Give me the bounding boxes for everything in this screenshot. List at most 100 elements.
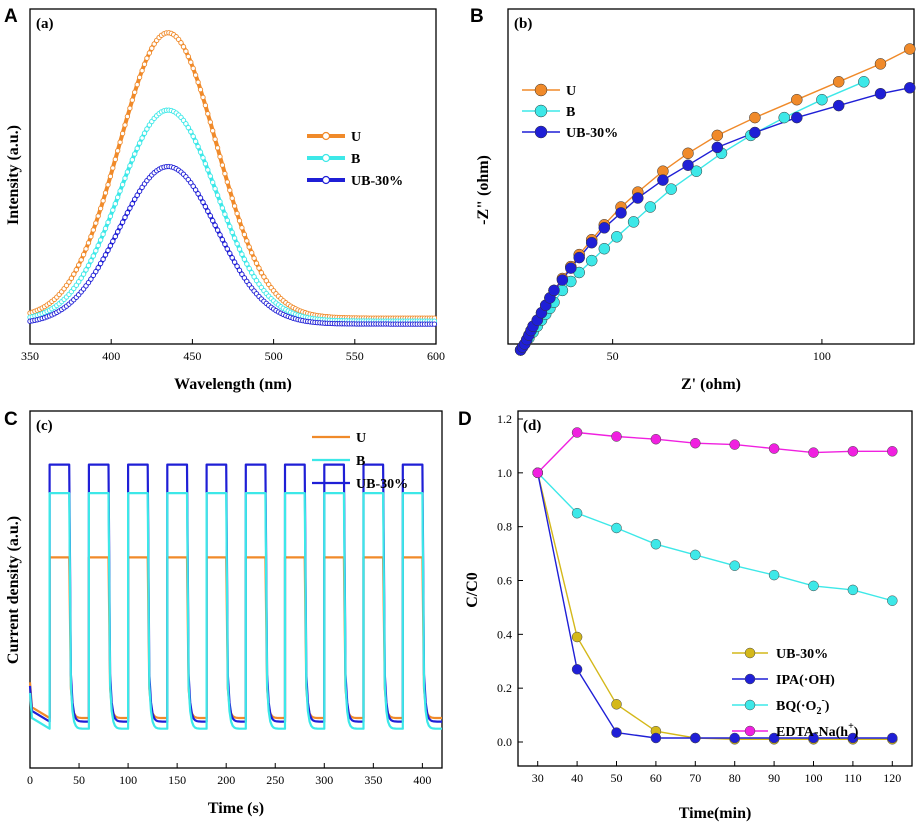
panel-a-series-u-point bbox=[244, 238, 250, 244]
panel-a-series-b-point bbox=[249, 270, 255, 276]
panel-d-series-edta-na-h-point bbox=[650, 433, 662, 445]
panel-a-series-b-point bbox=[253, 277, 260, 284]
panel-a-series-b-point bbox=[229, 229, 235, 236]
panel-a-series-b-point bbox=[88, 258, 94, 264]
panel-a-series-b-point bbox=[192, 138, 199, 145]
panel-a-series-ub-30-point bbox=[110, 238, 116, 244]
panel-a-series-u-point bbox=[217, 153, 223, 160]
panel-a-series-u-point bbox=[90, 227, 96, 233]
panel-b-series-b-point bbox=[611, 231, 623, 243]
panel-a-series-ub-30-point bbox=[431, 321, 438, 327]
panel-b-series-ub-30-point bbox=[711, 141, 724, 154]
panel-b-series-ub-30-point bbox=[615, 207, 627, 219]
panel-c-x-tick-label: 350 bbox=[364, 773, 382, 787]
panel-a-series-u-point bbox=[73, 267, 79, 273]
panel-d-series-edta-na-h-point bbox=[847, 446, 859, 457]
panel-a-series-u-point bbox=[212, 136, 218, 142]
panel-a-series-u-point bbox=[151, 41, 157, 47]
panel-a-series-b-point bbox=[112, 201, 118, 207]
panel-a-series-u-point bbox=[78, 257, 84, 263]
panel-b-series-ub-30-point bbox=[632, 192, 644, 204]
panel-d-series-ub-30-point bbox=[611, 699, 622, 710]
panel-a-series-b-point bbox=[212, 186, 218, 192]
panel-d-letter: D bbox=[458, 409, 472, 430]
panel-a-series-u-point bbox=[202, 102, 209, 109]
panel-d-series-edta-na-h-point bbox=[768, 443, 780, 454]
panel-a-series-b-point bbox=[210, 179, 216, 186]
panel-a-series-u-point bbox=[183, 48, 189, 54]
panel-a-series-u-point bbox=[200, 94, 206, 101]
panel-b-letter: B bbox=[470, 6, 484, 27]
panel-b-series-b-point bbox=[598, 242, 611, 255]
panel-a-series-ub-30-point bbox=[231, 259, 238, 265]
panel-d-series-ipa-oh-point bbox=[808, 732, 819, 744]
panel-a-series-b-point bbox=[124, 169, 131, 175]
panel-b-x-tick-label: 50 bbox=[607, 349, 619, 363]
panel-d-series-bq-o2-point bbox=[571, 507, 583, 519]
panel-b-u-legend-marker bbox=[534, 83, 548, 97]
panel-a-series-b-point bbox=[117, 188, 123, 194]
panel-a-series-u-point bbox=[239, 225, 245, 231]
panel-d-series-ipa-oh-point bbox=[729, 732, 740, 744]
panel-d-y-tick-label: 0.8 bbox=[497, 520, 512, 534]
panel-a-series-b-point bbox=[132, 151, 138, 157]
panel-d-x-tick-label: 70 bbox=[689, 771, 701, 785]
panel-b-series-ub-30-point bbox=[682, 159, 694, 171]
panel-d-series-edta-na-h-point bbox=[611, 431, 622, 442]
panel-a-series-u-point bbox=[149, 45, 155, 51]
panel-a-series-b-point bbox=[95, 242, 101, 249]
panel-d-ipa-oh-legend-label: IPA(·OH) bbox=[776, 673, 835, 688]
panel-d-x-tick-label: 50 bbox=[611, 771, 623, 785]
panel-a-series-u-point bbox=[253, 260, 260, 266]
panel-d-series-ipa-oh-point bbox=[847, 732, 859, 744]
panel-b-sublabel: (b) bbox=[514, 16, 532, 32]
panel-a-series-ub-30-point bbox=[229, 255, 235, 261]
panel-b-legend-label-b: B bbox=[566, 105, 575, 120]
panel-b-series-ub-30-point bbox=[749, 126, 761, 139]
panel-b-series-ub-30-point bbox=[585, 236, 598, 249]
panel-d-series-edta-na-h-point bbox=[729, 439, 740, 450]
panel-a-series-ub-30-point bbox=[236, 267, 243, 273]
panel-a-series-b-point bbox=[205, 167, 211, 173]
panel-a-frame bbox=[29, 8, 437, 345]
panel-d-series-bq-o2-point bbox=[729, 560, 740, 571]
panel-d-series-ipa-oh-point bbox=[650, 732, 662, 744]
panel-a-series-b-point bbox=[244, 261, 250, 267]
panel-a-series-b-point bbox=[90, 253, 96, 259]
panel-a-series-b-point bbox=[202, 161, 209, 167]
panel-a-series-b-point bbox=[100, 231, 106, 237]
panel-c: C (c) 0 50 100 150 200 250 300 350 400 Time (s) … bbox=[4, 409, 443, 817]
panel-b-x-tick-label: 100 bbox=[813, 349, 831, 363]
panel-a-series-b-point bbox=[129, 157, 135, 163]
panel-a-series-b-point bbox=[80, 271, 87, 277]
panel-a-series-u-point bbox=[139, 67, 145, 74]
panel-b-series-u-point bbox=[832, 76, 845, 88]
panel-b-series-b-point bbox=[644, 201, 657, 213]
panel-a-series-u-point bbox=[197, 86, 204, 93]
panel-a-series-u-point bbox=[144, 55, 150, 61]
panel-d-x-tick-label: 110 bbox=[844, 771, 862, 785]
panel-d-y-tick-label: 0.2 bbox=[497, 681, 512, 695]
panel-d-series-ub-30-line bbox=[537, 472, 893, 740]
panel-a-series-ub-30-point bbox=[214, 227, 221, 233]
panel-a-series-b-point bbox=[139, 135, 145, 141]
panel-a-series-u-point bbox=[141, 61, 148, 67]
panel-a-series-u-point bbox=[256, 265, 262, 271]
panel-a-series-b-point bbox=[146, 122, 153, 128]
panel-a-series-u-point bbox=[85, 240, 92, 246]
panel-a-series-u-point bbox=[107, 173, 114, 180]
panel-d-y-tick-label: 0.4 bbox=[497, 627, 512, 641]
panel-a-series-ub-30-point bbox=[117, 224, 123, 230]
panel-a-x-tick-label: 350 bbox=[21, 349, 39, 363]
panel-a-series-ub-30-point bbox=[212, 222, 218, 228]
panel-a-ub-30-legend-marker bbox=[321, 175, 331, 185]
panel-c-x-title: Time (s) bbox=[208, 800, 264, 817]
panel-a-series-ub-30-point bbox=[102, 252, 109, 258]
panel-c-y-title: Current density (a.u.) bbox=[5, 516, 22, 664]
panel-a-series-b-point bbox=[76, 279, 82, 285]
panel-c-series-b-line bbox=[28, 492, 442, 730]
panel-a-x-tick-label: 550 bbox=[346, 349, 364, 363]
panel-a-series-ub-30-point bbox=[222, 241, 228, 247]
panel-a-series-u-point bbox=[63, 282, 70, 289]
